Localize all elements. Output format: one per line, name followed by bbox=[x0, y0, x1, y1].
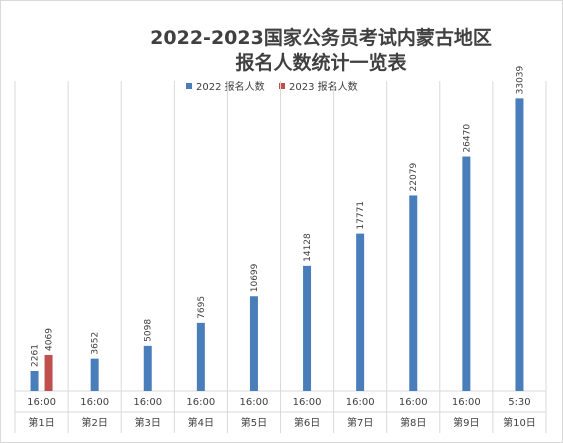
tick-label-day: 第1日 bbox=[28, 416, 54, 429]
bar-2022 bbox=[90, 358, 99, 391]
data-label: 7695 bbox=[197, 296, 207, 319]
tick-label-day: 第4日 bbox=[188, 416, 214, 429]
bar-2023 bbox=[44, 354, 53, 391]
data-label: 33039 bbox=[515, 65, 525, 94]
data-label: 26470 bbox=[462, 124, 472, 153]
bar-2022 bbox=[143, 345, 152, 391]
data-label: 4069 bbox=[45, 328, 55, 351]
category-gridlines bbox=[14, 81, 547, 433]
legend-label: 2022 报名人数 bbox=[196, 80, 265, 93]
legend: 2022 报名人数 2023 报名人数 bbox=[186, 80, 358, 93]
tick-label-day: 第8日 bbox=[400, 416, 426, 429]
data-label: 3652 bbox=[91, 332, 101, 355]
tick-label-time: 16:00 bbox=[399, 397, 428, 408]
tick-label-time: 16:00 bbox=[346, 397, 375, 408]
bars-group bbox=[30, 98, 524, 391]
tick-label-day: 第7日 bbox=[347, 416, 373, 429]
bar-2022 bbox=[196, 322, 205, 391]
tick-label-day: 第6日 bbox=[294, 416, 320, 429]
bar-2022 bbox=[462, 156, 471, 391]
data-label: 5098 bbox=[144, 319, 154, 342]
data-label: 22079 bbox=[409, 163, 419, 192]
tick-label-day: 第10日 bbox=[503, 416, 536, 429]
legend-swatch bbox=[279, 83, 285, 89]
tick-label-day: 第9日 bbox=[453, 416, 479, 429]
chart-title-line1: 2022-2023国家公务员考试内蒙古地区 bbox=[150, 26, 492, 49]
legend-swatch bbox=[186, 83, 192, 89]
legend-label: 2023 报名人数 bbox=[289, 80, 358, 93]
tick-label-time: 16:00 bbox=[133, 397, 162, 408]
tick-label-day: 第3日 bbox=[135, 416, 161, 429]
category-ticks-group: 16:00 第1日 16:00 第2日 16:00 第3日 16:00 第4日 16:00 第5日… bbox=[27, 397, 536, 429]
tick-label-time: 16:00 bbox=[293, 397, 322, 408]
bar-2022 bbox=[303, 265, 312, 391]
data-label: 14128 bbox=[303, 233, 313, 262]
bar-2022 bbox=[356, 233, 365, 391]
data-label: 17771 bbox=[356, 201, 366, 230]
tick-label-time: 16:00 bbox=[452, 397, 481, 408]
tick-label-time: 5:30 bbox=[508, 397, 530, 408]
tick-label-time: 16:00 bbox=[240, 397, 269, 408]
tick-label-time: 16:00 bbox=[80, 397, 109, 408]
chart-title-line2: 报名人数统计一览表 bbox=[235, 51, 407, 74]
bar-2022 bbox=[30, 370, 39, 391]
bar-2022 bbox=[515, 98, 524, 391]
tick-label-day: 第5日 bbox=[241, 416, 267, 429]
data-label: 2261 bbox=[31, 344, 41, 367]
bar-2022 bbox=[249, 296, 258, 391]
tick-label-time: 16:00 bbox=[27, 397, 56, 408]
bar-2022 bbox=[409, 195, 418, 391]
data-labels-group: 2261 4069 3652 5098 7695 10699 14128 17771 22079… bbox=[31, 65, 526, 367]
data-label: 10699 bbox=[250, 263, 260, 292]
tick-label-day: 第2日 bbox=[81, 416, 107, 429]
tick-label-time: 16:00 bbox=[186, 397, 215, 408]
